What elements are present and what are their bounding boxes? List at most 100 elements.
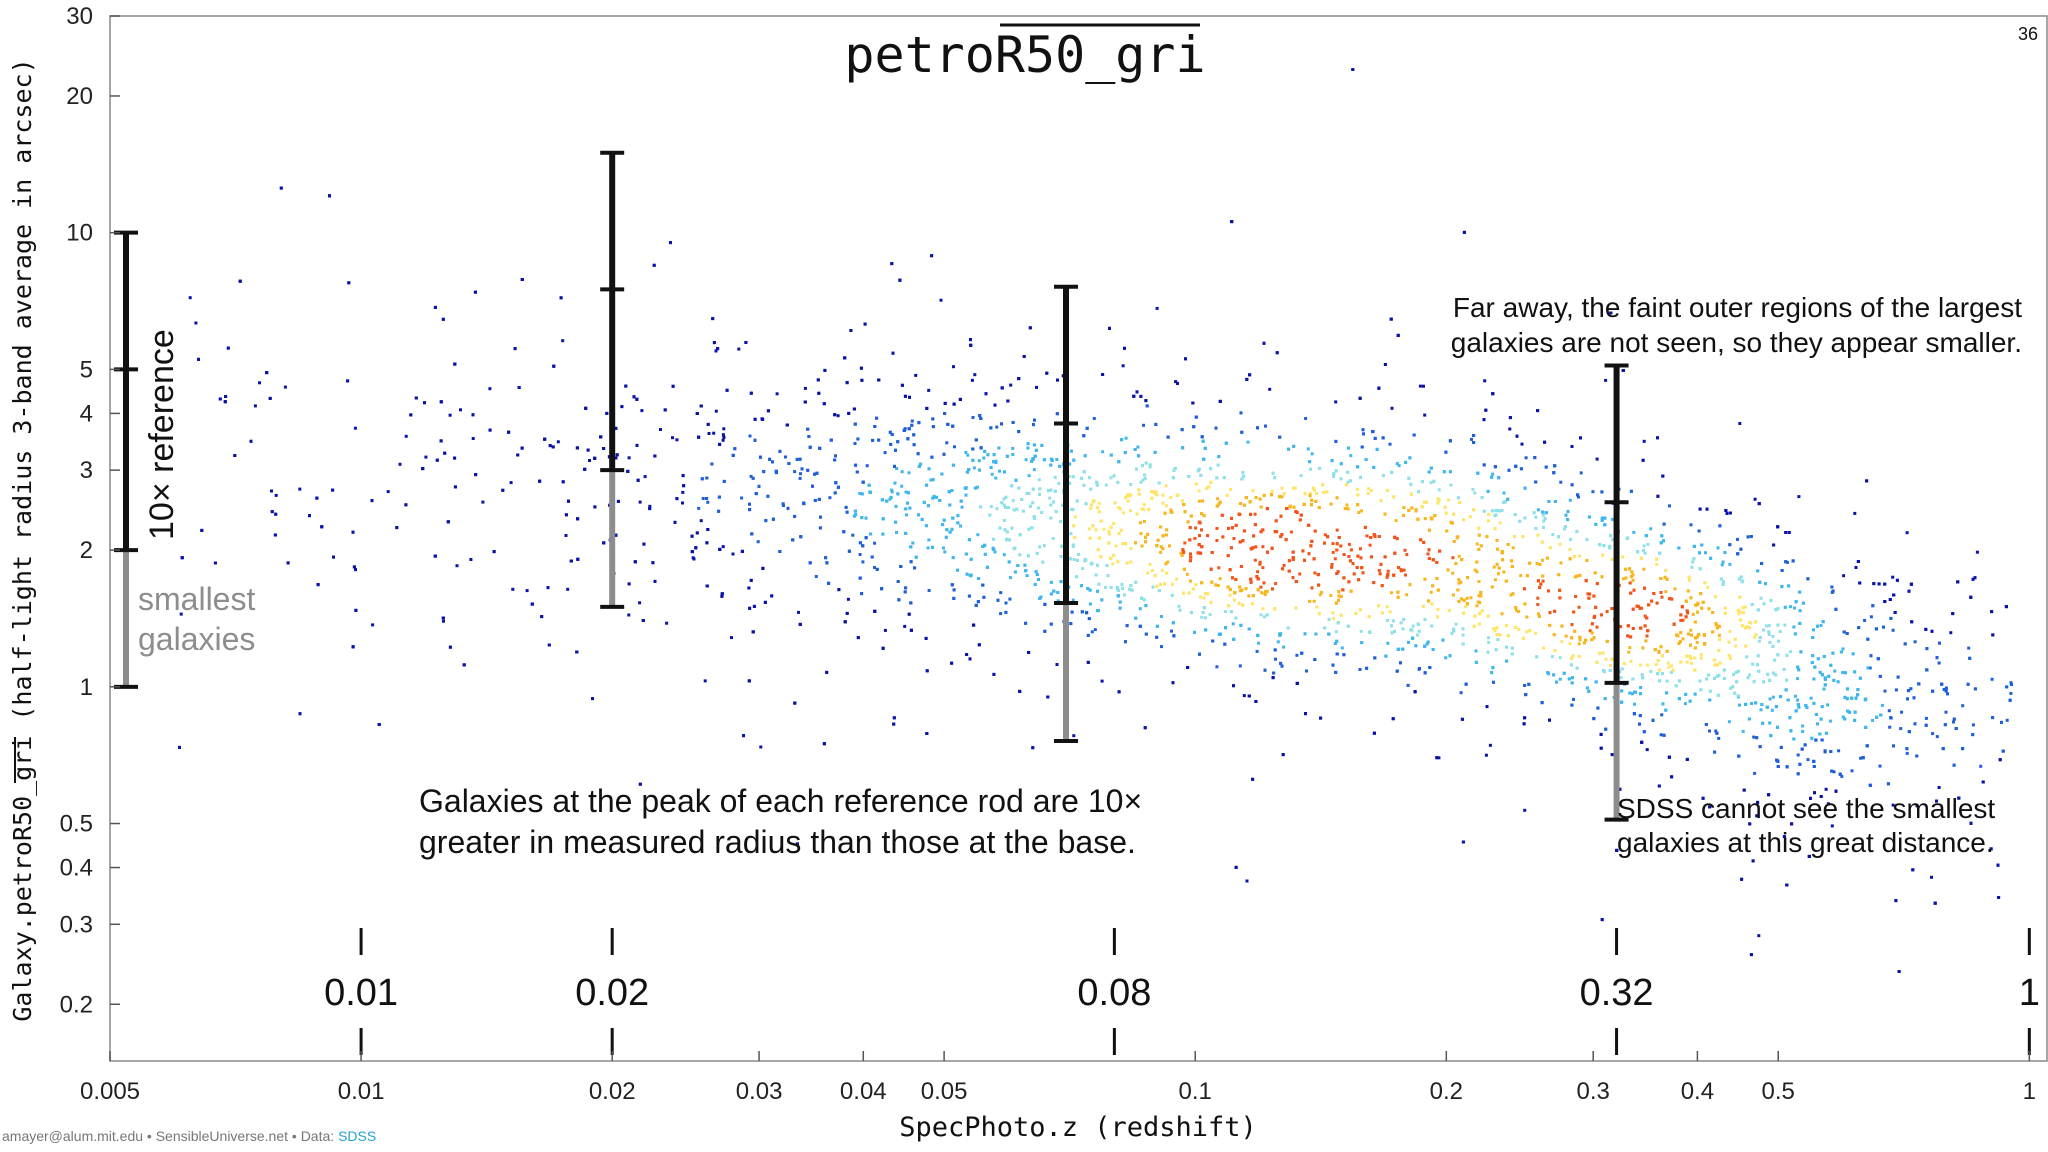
scatter-point [1603, 516, 1607, 520]
scatter-point [1646, 663, 1650, 667]
scatter-point [1681, 618, 1685, 622]
scatter-point [967, 594, 971, 598]
scatter-point [1419, 538, 1423, 542]
scatter-point [1397, 464, 1401, 468]
scatter-point [1309, 544, 1313, 548]
scatter-point [2001, 749, 2005, 753]
scatter-point [188, 296, 192, 300]
scatter-point [1602, 670, 1606, 674]
scatter-point [520, 446, 524, 450]
scatter-point [1017, 377, 1021, 381]
scatter-point [1312, 599, 1316, 603]
scatter-point [1049, 622, 1053, 626]
scatter-point [2005, 685, 2009, 689]
scatter-point [1961, 704, 1965, 708]
scatter-point [404, 503, 408, 507]
scatter-point [1534, 631, 1538, 635]
scatter-point [1680, 605, 1684, 609]
scatter-point [1704, 551, 1707, 555]
scatter-point [992, 672, 996, 676]
scatter-point [1451, 556, 1455, 560]
scatter-point [914, 555, 918, 559]
scatter-point [1793, 694, 1797, 698]
scatter-point [268, 396, 272, 400]
scatter-point [1012, 508, 1016, 512]
scatter-point [488, 428, 492, 432]
scatter-point [1347, 580, 1351, 584]
scatter-point [1181, 446, 1185, 450]
scatter-point [1200, 581, 1204, 585]
scatter-point [1140, 544, 1144, 548]
scatter-point [1723, 606, 1727, 610]
scatter-point [1889, 616, 1893, 620]
scatter-point [1677, 697, 1681, 701]
scatter-point [1309, 467, 1313, 471]
scatter-point [551, 445, 555, 449]
scatter-point [1057, 481, 1061, 485]
scatter-point [682, 484, 686, 488]
scatter-point [1515, 434, 1519, 438]
scatter-point [1422, 500, 1426, 504]
scatter-point [699, 519, 703, 523]
scatter-point [931, 478, 935, 482]
scatter-point [861, 560, 865, 564]
scatter-point [1528, 629, 1532, 633]
scatter-point [1155, 493, 1159, 497]
scatter-point [1287, 447, 1291, 451]
scatter-point [1344, 483, 1348, 487]
scatter-point [1627, 650, 1631, 654]
scatter-point [1626, 624, 1630, 628]
scatter-point [1741, 611, 1745, 615]
scatter-point [1287, 559, 1291, 563]
scatter-point [1393, 535, 1397, 539]
scatter-point [1185, 572, 1189, 576]
scatter-point [1025, 574, 1029, 578]
scatter-point [1895, 578, 1899, 582]
scatter-point [681, 490, 685, 494]
scatter-point [1104, 483, 1108, 487]
scatter-point [833, 491, 837, 495]
scatter-point [1299, 474, 1303, 478]
scatter-point [1208, 613, 1212, 616]
scatter-point [1493, 578, 1497, 582]
scatter-point [1388, 442, 1392, 446]
scatter-point [1257, 641, 1261, 645]
scatter-point [1559, 561, 1563, 565]
scatter-point [1657, 649, 1661, 653]
scatter-point [1790, 822, 1794, 826]
scatter-point [1514, 464, 1518, 468]
scatter-point [1418, 384, 1422, 388]
scatter-point [1536, 409, 1540, 413]
scatter-point [1416, 622, 1420, 626]
scatter-point [1279, 514, 1283, 518]
scatter-point [1181, 499, 1184, 503]
scatter-point [1608, 546, 1612, 550]
scatter-point [1740, 624, 1744, 628]
scatter-point [178, 745, 181, 749]
scatter-point [977, 459, 981, 463]
scatter-point [1140, 507, 1144, 511]
scatter-point [614, 426, 618, 430]
scatter-point [1169, 496, 1173, 499]
scatter-point [1161, 547, 1165, 551]
scatter-point [517, 386, 521, 389]
scatter-point [931, 417, 935, 421]
scatter-point [697, 506, 701, 510]
scatter-point [1160, 645, 1163, 649]
scatter-point [1907, 589, 1911, 593]
scatter-point [1390, 631, 1394, 635]
scatter-point [1604, 378, 1608, 382]
scatter-point [1536, 508, 1540, 512]
scatter-point [320, 525, 324, 529]
scatter-point [1662, 733, 1666, 737]
scatter-point [459, 408, 462, 412]
scatter-point [1300, 651, 1304, 655]
plot-frame [109, 15, 2048, 1062]
scatter-point [1055, 663, 1059, 666]
scatter-point [881, 646, 885, 650]
scatter-point [1714, 729, 1718, 733]
scatter-point [1184, 357, 1187, 361]
scatter-point [1693, 656, 1697, 660]
scatter-point [1399, 661, 1402, 665]
scatter-point [798, 476, 802, 480]
